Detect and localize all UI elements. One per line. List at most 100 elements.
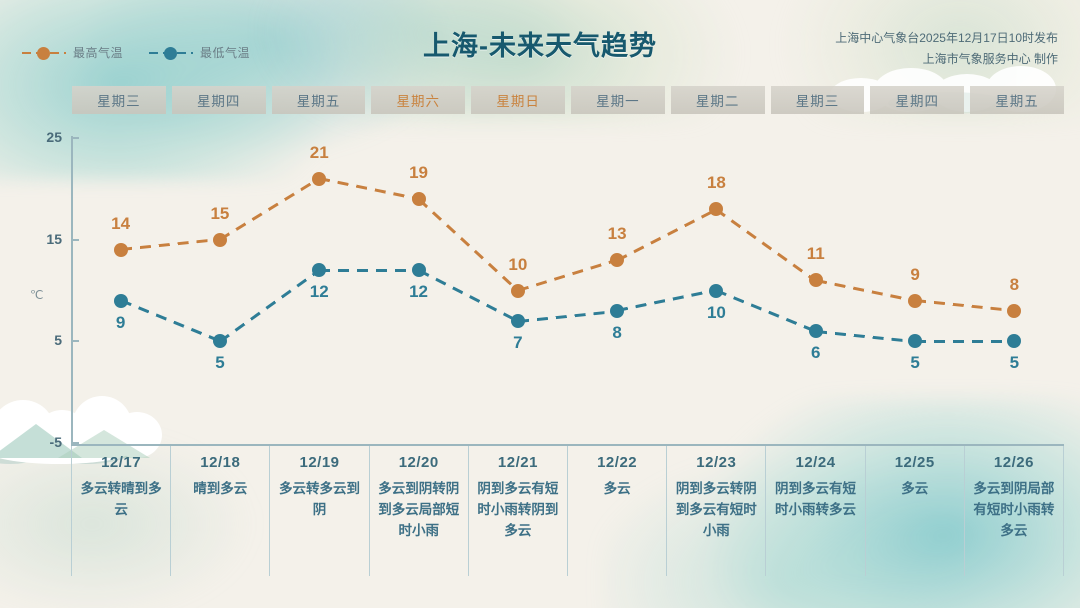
- weekday-tab-8[interactable]: 星期三: [770, 86, 865, 114]
- data-point-value: 6: [811, 343, 821, 363]
- line-segment-最高气温: [318, 177, 419, 201]
- data-point-value: 10: [508, 254, 528, 274]
- day-weather-description: 阴到多云转阴到多云有短时小雨: [675, 481, 757, 538]
- data-point[interactable]: [808, 273, 823, 288]
- data-point[interactable]: [411, 192, 426, 206]
- data-point-value: 7: [513, 333, 523, 352]
- data-point[interactable]: [113, 293, 128, 308]
- chart-legend: 最高气温 最低气温: [22, 44, 250, 61]
- source-attribution: 上海中心气象台2025年12月17日10时发布 上海市气象服务中心 制作: [835, 28, 1058, 70]
- line-segment-最低气温: [219, 268, 321, 343]
- day-cell-7[interactable]: 12/23 阴到多云转阴到多云有短时小雨: [666, 446, 765, 576]
- weekday-tab-6[interactable]: 星期一: [570, 86, 665, 114]
- data-point[interactable]: [312, 171, 327, 186]
- y-axis-unit-label: ℃: [30, 288, 44, 302]
- data-point[interactable]: [411, 263, 426, 278]
- y-axis-tick: [71, 340, 79, 343]
- weekday-tab-3[interactable]: 星期五: [271, 86, 366, 114]
- weekday-tab-bar: 星期三 星期四 星期五 星期六 星期日 星期一 星期二 星期三 星期四 星期五: [72, 86, 1064, 114]
- data-point[interactable]: [312, 263, 327, 278]
- day-cell-5[interactable]: 12/21 阴到多云有短时小雨转阴到多云: [467, 446, 567, 576]
- day-weather-description: 多云转多云到阴: [279, 481, 360, 517]
- data-point[interactable]: [212, 232, 227, 247]
- day-cell-8[interactable]: 12/24 阴到多云有短时小雨转多云: [765, 446, 864, 576]
- weekday-tab-10[interactable]: 星期五: [970, 86, 1064, 114]
- data-point[interactable]: [1007, 334, 1022, 349]
- day-date: 12/20: [398, 454, 439, 471]
- data-point-value: 13: [607, 224, 627, 243]
- data-point-value: 5: [215, 353, 225, 373]
- day-weather-description: 阴到多云有短时小雨转多云: [775, 481, 857, 517]
- data-point[interactable]: [808, 324, 823, 339]
- data-point[interactable]: [908, 334, 923, 349]
- data-point[interactable]: [1007, 303, 1022, 318]
- data-point[interactable]: [709, 202, 724, 217]
- legend-label-high: 最高气温: [73, 46, 124, 60]
- data-point-value: 12: [309, 282, 329, 302]
- weekday-tab-1[interactable]: 星期三: [72, 86, 166, 114]
- data-point[interactable]: [610, 303, 625, 318]
- y-axis-tick-label: 5: [54, 332, 62, 349]
- y-axis-tick-label: 25: [46, 129, 62, 145]
- data-point[interactable]: [113, 242, 128, 257]
- line-segment-最低气温: [715, 289, 817, 333]
- data-point[interactable]: [510, 314, 525, 328]
- line-segment-最高气温: [616, 207, 718, 262]
- day-weather-description: 阴到多云有短时小雨转阴到多云: [477, 481, 559, 538]
- day-weather-description: 多云转晴到多云: [80, 481, 162, 517]
- data-point-value: 14: [111, 213, 131, 233]
- weekday-tab-9[interactable]: 星期四: [870, 86, 965, 114]
- day-date: 12/26: [993, 454, 1034, 471]
- data-point-value: 9: [115, 312, 126, 332]
- day-date: 12/23: [696, 454, 737, 471]
- y-axis-tick: [71, 442, 79, 444]
- day-cell-3[interactable]: 12/19 多云转多云到阴: [269, 446, 368, 576]
- data-point[interactable]: [510, 283, 525, 298]
- data-point-value: 19: [409, 163, 429, 182]
- data-point-value: 15: [210, 203, 230, 223]
- data-point[interactable]: [908, 293, 923, 308]
- day-date: 12/25: [894, 454, 935, 471]
- daily-forecast-row: 12/17 多云转晴到多云 12/18 晴到多云 12/19 多云转多云到阴 12/20 多云…: [71, 446, 1065, 576]
- data-point[interactable]: [709, 283, 724, 298]
- day-cell-1[interactable]: 12/17 多云转晴到多云: [71, 446, 170, 576]
- data-point[interactable]: [610, 253, 625, 267]
- day-weather-description: 多云: [901, 481, 929, 496]
- weekday-tab-2[interactable]: 星期四: [171, 86, 266, 114]
- weekday-tab-4[interactable]: 星期六: [371, 86, 466, 114]
- day-weather-description: 多云: [603, 481, 631, 496]
- day-date: 12/24: [795, 454, 836, 471]
- line-segment-最低气温: [616, 289, 717, 313]
- data-point[interactable]: [212, 334, 227, 349]
- day-cell-9[interactable]: 12/25 多云: [864, 446, 964, 576]
- data-point-value: 11: [806, 244, 825, 264]
- legend-label-low: 最低气温: [200, 46, 251, 60]
- day-cell-6[interactable]: 12/22 多云: [567, 446, 666, 576]
- page-title: 上海-未来天气趋势: [423, 31, 657, 61]
- line-segment-最低气温: [815, 329, 916, 343]
- high-temp-marker-icon: [22, 46, 66, 60]
- source-line-2: 上海市气象服务中心 制作: [922, 52, 1058, 66]
- legend-item-low: 最低气温: [149, 44, 250, 61]
- day-date: 12/17: [101, 454, 142, 471]
- day-weather-description: 多云到阴转阴到多云局部短时小雨: [378, 481, 460, 538]
- low-temp-marker-icon: [149, 46, 194, 60]
- source-line-1: 上海中心气象台2025年12月17日10时发布: [835, 31, 1058, 45]
- y-axis-tick-label: -5: [49, 434, 62, 450]
- data-point-value: 8: [1009, 274, 1020, 294]
- day-cell-4[interactable]: 12/20 多云到阴转阴到多云局部短时小雨: [368, 446, 468, 576]
- data-point-value: 5: [1009, 353, 1020, 373]
- y-axis-tick: [71, 238, 79, 241]
- weekday-tab-5[interactable]: 星期日: [471, 86, 565, 114]
- weekday-tab-7[interactable]: 星期二: [670, 86, 765, 114]
- line-segment-最高气温: [715, 207, 817, 282]
- legend-item-high: 最高气温: [22, 44, 123, 61]
- day-cell-10[interactable]: 12/26 多云到阴局部有短时小雨转多云: [963, 446, 1065, 576]
- day-cell-2[interactable]: 12/18 晴到多云: [170, 446, 269, 576]
- data-point-value: 8: [612, 322, 622, 342]
- day-date: 12/19: [299, 454, 340, 471]
- line-segment-最高气温: [219, 177, 321, 241]
- y-axis-tick: [71, 137, 79, 139]
